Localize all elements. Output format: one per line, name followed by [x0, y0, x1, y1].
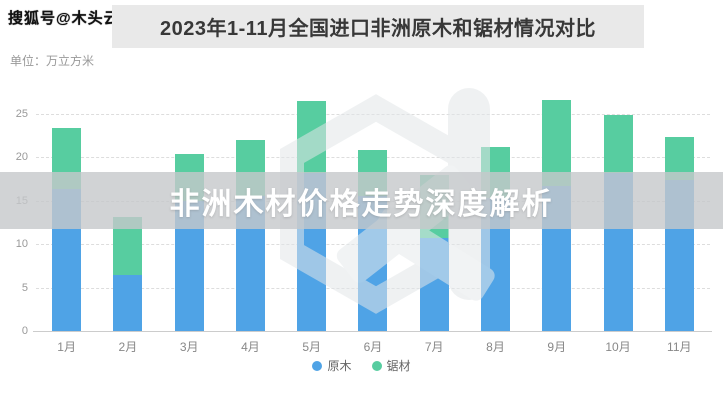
x-tick-label-1月: 1月 [57, 340, 76, 354]
sohu-account-watermark: 搜狐号@木头云 [8, 10, 120, 27]
x-tick-label-5月: 5月 [302, 340, 322, 354]
x-tick-label-11月: 11月 [667, 340, 692, 354]
legend-dot-锯材 [371, 360, 382, 371]
bar-2月 [113, 217, 143, 331]
legend-label-锯材: 锯材 [386, 359, 411, 373]
y-tick-label-5: 5 [21, 281, 28, 294]
legend-item-锯材: 锯材 [371, 357, 411, 374]
y-tick-label-0: 0 [21, 325, 28, 337]
y-tick-label-25: 25 [15, 107, 28, 120]
x-tick-label-4月: 4月 [241, 340, 260, 354]
bar-4月 [235, 139, 265, 331]
unit-label: 单位：万立方米 [10, 54, 95, 68]
bar-segment-锯材-9月 [542, 99, 572, 186]
y-tick-label-20: 20 [15, 151, 28, 163]
x-tick-label-9月: 9月 [547, 340, 567, 354]
title-band: 2023年1-11月全国进口非洲原木和锯材情况对比 [112, 5, 644, 48]
legend-item-原木: 原木 [312, 357, 352, 374]
x-tick-label-3月: 3月 [179, 340, 199, 354]
bar-slot-1月 [36, 90, 97, 331]
legend: 原木 锯材 [0, 357, 723, 374]
x-tick-label-8月: 8月 [486, 340, 505, 354]
bar-segment-原木-2月 [113, 275, 143, 331]
legend-dot-原木 [312, 360, 323, 371]
bar-1月 [52, 128, 82, 331]
x-tick-label-2月: 2月 [118, 340, 138, 354]
bar-segment-锯材-10月 [603, 115, 633, 173]
headline-overlay-text: 非洲木材价格走势深度解析 [169, 187, 554, 221]
headline-overlay-band: 非洲木材价格走势深度解析 [0, 172, 723, 229]
x-tick-label-10月: 10月 [605, 340, 631, 354]
x-tick-label-7月: 7月 [424, 340, 444, 354]
x-tick-label-6月: 6月 [363, 340, 383, 354]
y-tick-label-10: 10 [15, 238, 28, 250]
legend-label-原木: 原木 [327, 359, 352, 373]
x-axis-labels: 1月 2月 3月 4月 5月 6月 7月 8月 9月 10月 11月 [36, 338, 710, 355]
chart-title: 2023年1-11月全国进口非洲原木和锯材情况对比 [160, 18, 596, 40]
x-axis-line [33, 331, 712, 332]
bar-11月 [664, 137, 694, 331]
